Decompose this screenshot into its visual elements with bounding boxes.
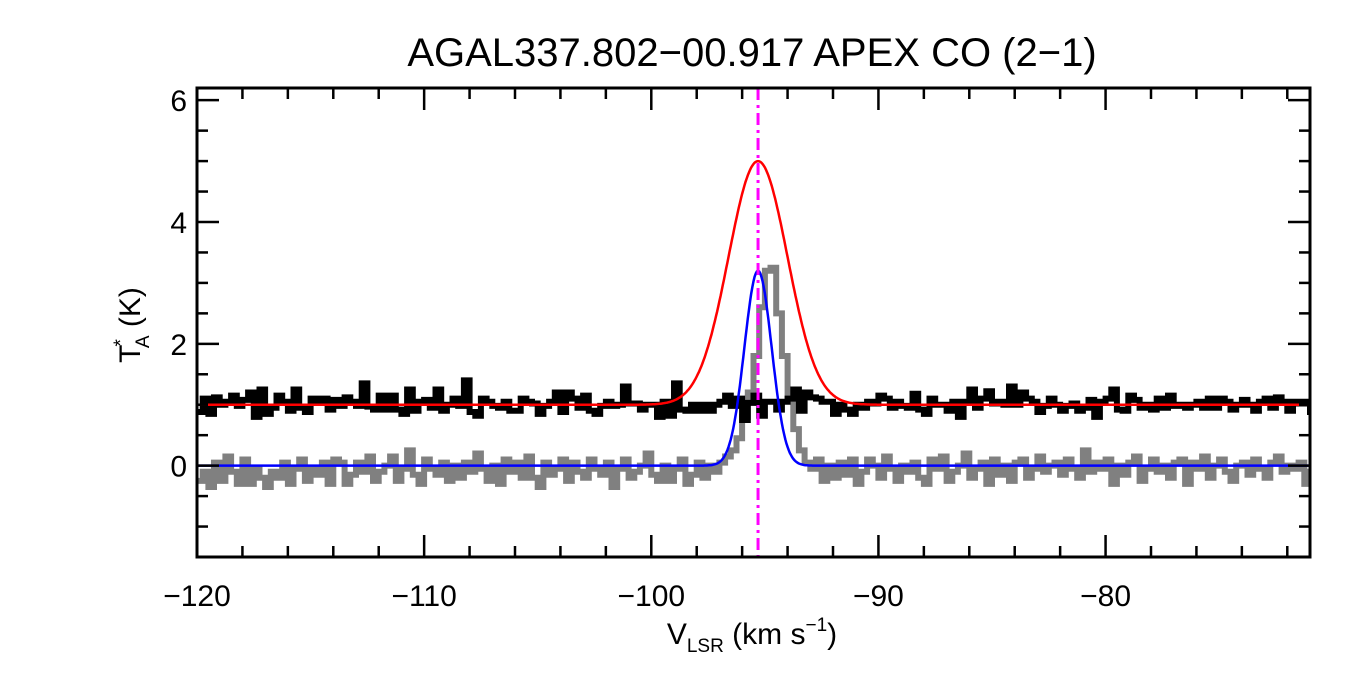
y-tick-label: 4 — [170, 207, 187, 240]
x-tick-label: −120 — [163, 580, 231, 613]
x-tick-label: −80 — [1080, 580, 1131, 613]
x-tick-label: −110 — [391, 580, 456, 613]
x-tick-label: −90 — [853, 580, 904, 613]
plot-area — [197, 88, 1310, 557]
x-axis-label-subscript: LSR — [687, 636, 724, 657]
gaussian-fit-red — [197, 159, 1310, 406]
y-axis-label-main: T — [114, 345, 147, 363]
y-axis-label-unit: (K) — [114, 287, 147, 335]
y-tick-labels: 0 2 4 6 — [170, 85, 187, 483]
gaussian-fit-blue — [197, 269, 1310, 467]
spectrum-base-line — [197, 264, 1310, 490]
y-tick-label: 0 — [170, 451, 187, 484]
x-axis-label: VLSR (km s−1) — [667, 615, 837, 657]
y-axis-label: T*A (K) — [111, 287, 154, 363]
x-axis-label-close: ) — [827, 618, 837, 651]
x-axis-label-superscript: −1 — [805, 615, 827, 636]
y-tick-label: 6 — [170, 85, 187, 118]
axes-frame — [195, 86, 1312, 559]
y-tick-label: 2 — [170, 329, 187, 362]
x-tick-labels: −120 −110 −100 −90 −80 — [163, 580, 1131, 613]
y-axis-label-superscript: * — [111, 339, 132, 347]
axis-ticks — [195, 88, 1310, 559]
x-axis-label-unit: (km s — [724, 618, 806, 651]
y-axis-label-subscript: A — [133, 335, 154, 348]
spectrum-offset-line — [197, 377, 1310, 423]
plot-frame — [195, 86, 1312, 559]
x-axis-label-main: V — [667, 618, 687, 651]
chart-title: AGAL337.802−00.917 APEX CO (2−1) — [407, 31, 1096, 75]
x-tick-label: −100 — [617, 580, 685, 613]
